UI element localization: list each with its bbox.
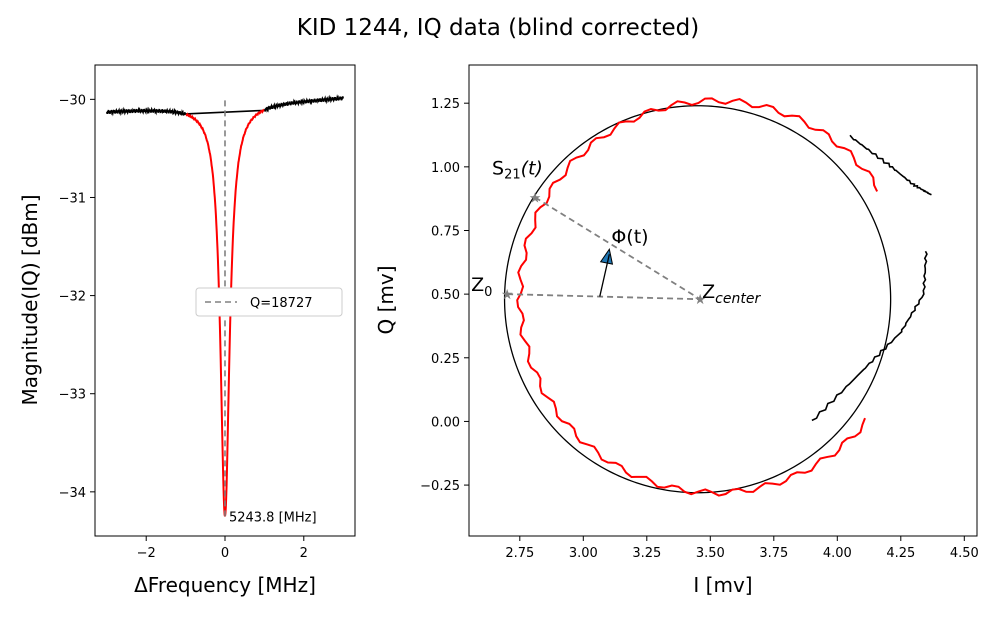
phi-arrow bbox=[599, 247, 614, 265]
legend-entry-q: Q=18727 bbox=[250, 296, 312, 311]
s21-marker: ★ bbox=[529, 190, 542, 206]
magnitude-y-axis-label: Magnitude(IQ) [dBm] bbox=[18, 194, 42, 405]
iq-x-ticks: 2.75 3.00 3.25 3.50 3.75 4.00 4.25 4.50 bbox=[505, 536, 979, 561]
iq-plot-frame bbox=[468, 64, 978, 537]
zcenter-marker: ★ bbox=[694, 292, 707, 308]
z0-radius-line bbox=[507, 293, 701, 301]
x-tick-label: −2 bbox=[137, 546, 156, 561]
magnitude-chart: −2 0 2 −30 −31 −32 −33 −34 5243.8 [MHz] Q=1872… bbox=[18, 64, 356, 597]
iq-data-tail-lower bbox=[811, 250, 928, 422]
y-tick-label: −0.25 bbox=[420, 479, 460, 494]
y-tick-label: −33 bbox=[59, 388, 86, 403]
x-tick-label: 4.25 bbox=[886, 546, 915, 561]
x-tick-label: 4.00 bbox=[823, 546, 852, 561]
y-tick-label: 1.00 bbox=[431, 161, 460, 176]
x-tick-label: 2 bbox=[300, 546, 308, 561]
legend: Q=18727 bbox=[195, 287, 343, 317]
y-tick-label: 0.25 bbox=[431, 352, 460, 367]
x-tick-label: 0 bbox=[221, 546, 229, 561]
iq-y-axis-label: Q [mv] bbox=[374, 265, 398, 334]
x-tick-label: 4.50 bbox=[950, 546, 979, 561]
resonance-frequency-label: 5243.8 [MHz] bbox=[229, 510, 317, 525]
iq-data-tail-upper bbox=[849, 134, 932, 196]
s21-label: S21(t) bbox=[492, 157, 543, 182]
magnitude-x-ticks: −2 0 2 bbox=[137, 536, 308, 561]
y-tick-label: 0.50 bbox=[431, 288, 460, 303]
legend-box bbox=[195, 287, 343, 317]
magnitude-y-ticks: −30 −31 −32 −33 −34 bbox=[59, 93, 95, 501]
iq-x-axis-label: I [mv] bbox=[693, 573, 752, 597]
y-tick-label: 1.25 bbox=[431, 97, 460, 112]
y-tick-label: 0.75 bbox=[431, 224, 460, 239]
y-tick-label: −30 bbox=[59, 93, 86, 108]
y-tick-label: 0.00 bbox=[431, 415, 460, 430]
x-tick-label: 2.75 bbox=[505, 546, 534, 561]
figure-title: KID 1244, IQ data (blind corrected) bbox=[297, 15, 699, 41]
zcenter-label: Zcenter bbox=[702, 281, 761, 307]
x-tick-label: 3.00 bbox=[569, 546, 598, 561]
s21-radius-line bbox=[534, 196, 701, 300]
z0-marker: ★ bbox=[501, 287, 514, 303]
y-tick-label: −34 bbox=[59, 486, 86, 501]
phi-label: Φ(t) bbox=[611, 226, 648, 248]
x-tick-label: 3.50 bbox=[696, 546, 725, 561]
z0-label: Z0 bbox=[471, 274, 492, 300]
x-tick-label: 3.75 bbox=[759, 546, 788, 561]
y-tick-label: −32 bbox=[59, 290, 86, 305]
y-tick-label: −31 bbox=[59, 191, 86, 206]
x-tick-label: 3.25 bbox=[632, 546, 661, 561]
iq-y-ticks: −0.25 0.00 0.25 0.50 0.75 1.00 1.25 bbox=[420, 97, 469, 494]
iq-fit-loop bbox=[516, 97, 879, 497]
iq-circle-fit bbox=[503, 105, 892, 494]
magnitude-x-axis-label: ΔFrequency [MHz] bbox=[134, 573, 316, 597]
phi-arrow-shaft bbox=[599, 254, 610, 297]
iq-chart: 2.75 3.00 3.25 3.50 3.75 4.00 4.25 4.50 −0.25 0.… bbox=[374, 64, 979, 597]
